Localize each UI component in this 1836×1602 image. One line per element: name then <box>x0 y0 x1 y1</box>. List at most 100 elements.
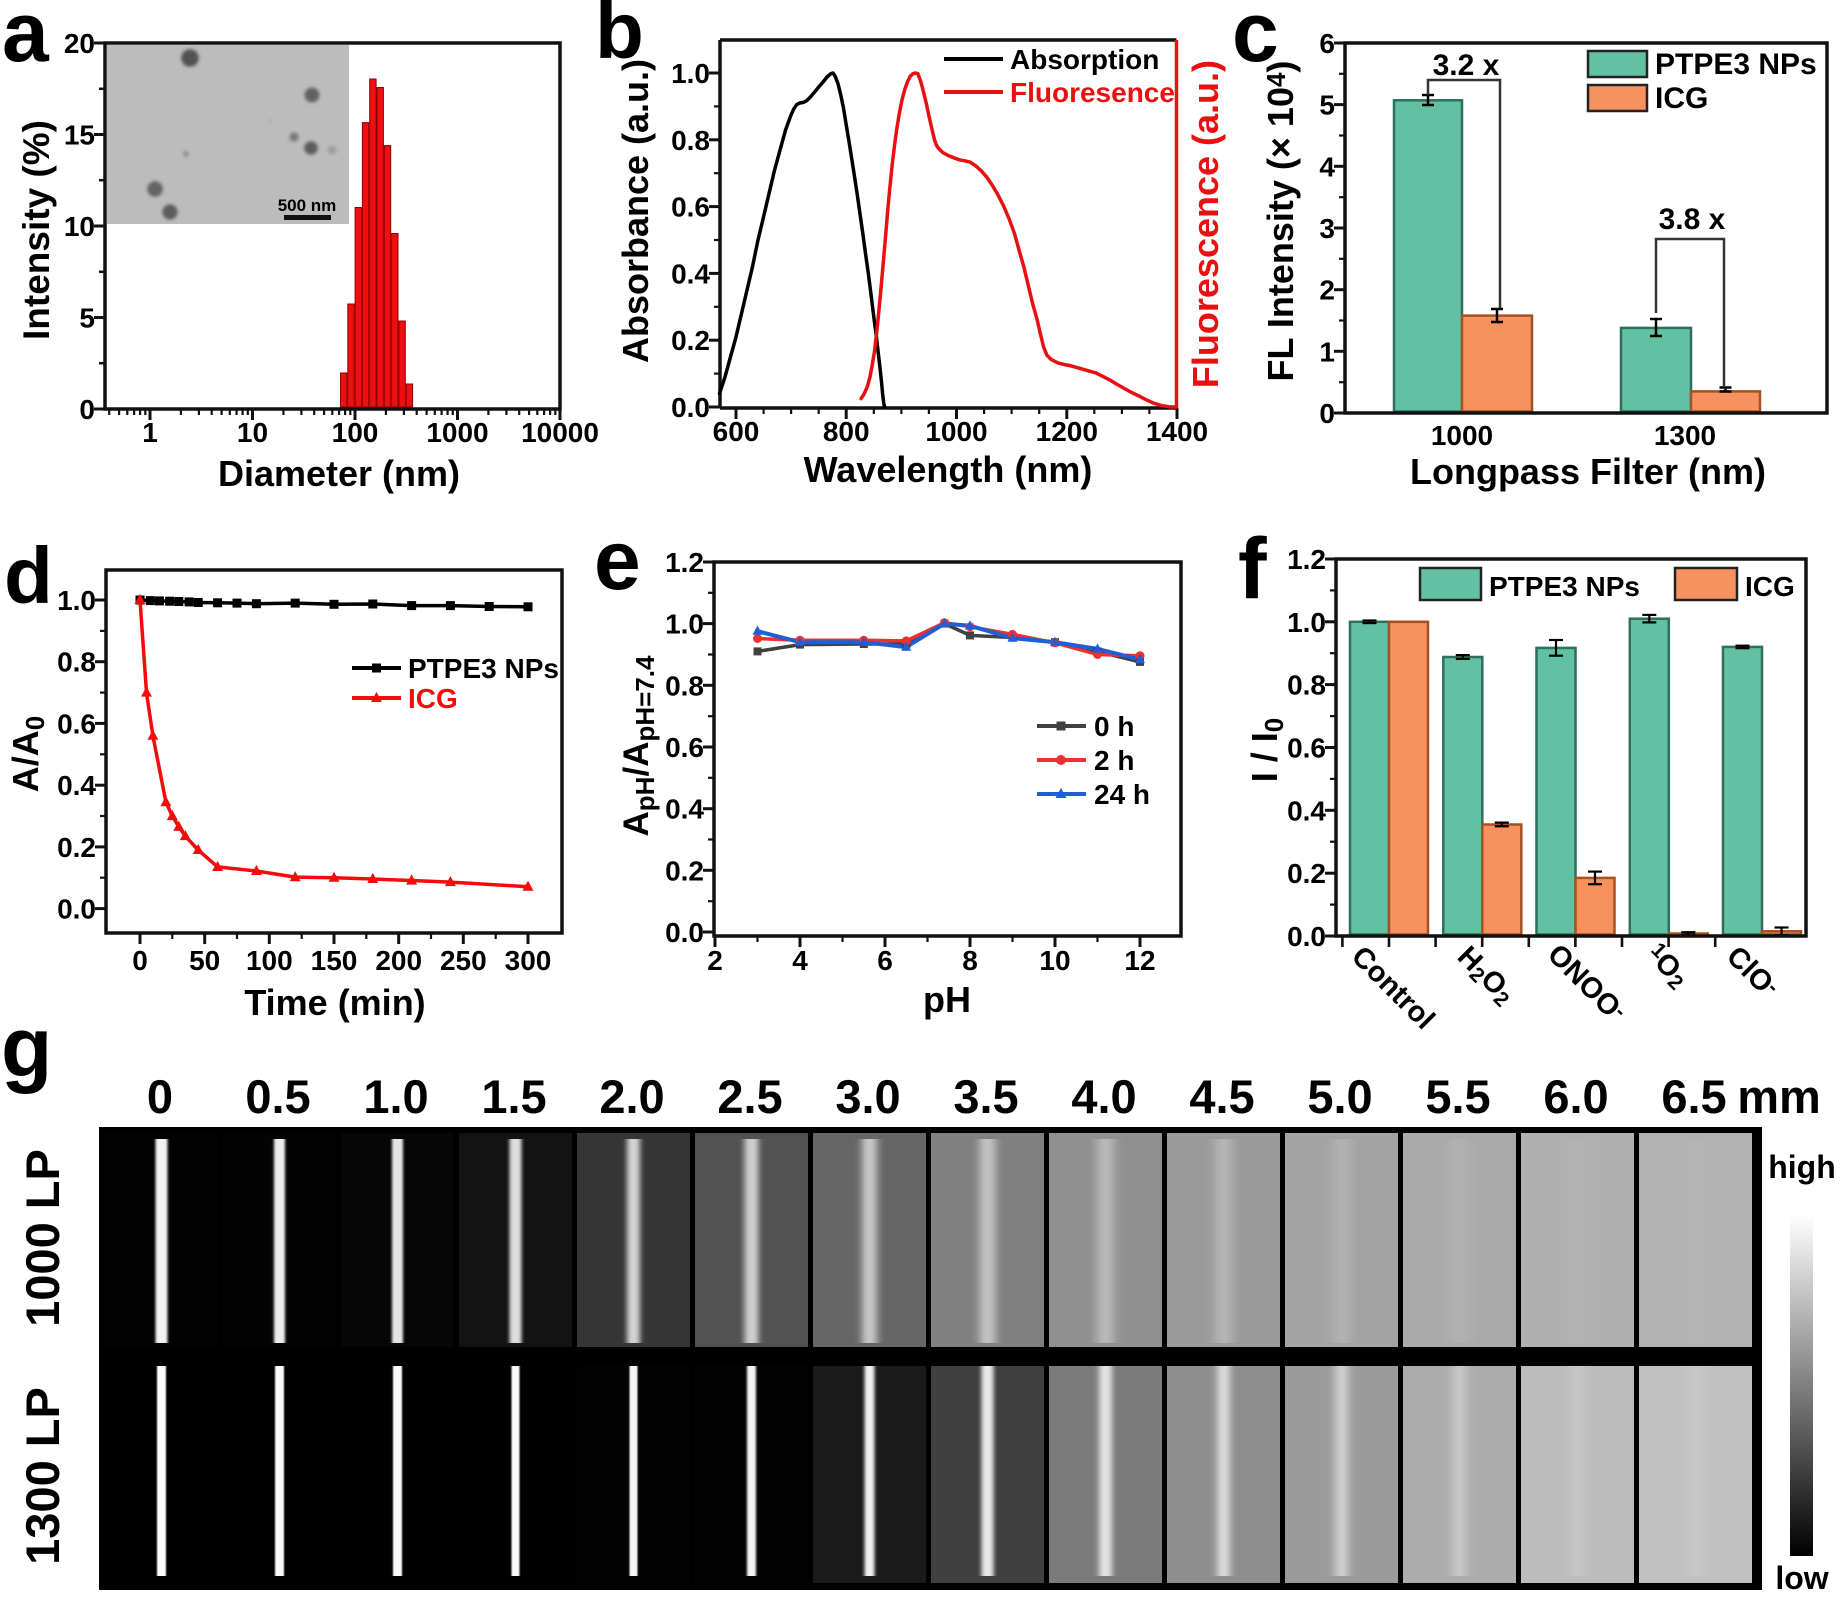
svg-text:200: 200 <box>375 945 422 976</box>
svg-text:1.0: 1.0 <box>671 58 710 89</box>
svg-text:d: d <box>4 531 53 620</box>
svg-text:g: g <box>1 1000 52 1094</box>
svg-text:2 h: 2 h <box>1094 745 1134 776</box>
svg-text:ICG: ICG <box>1655 82 1708 115</box>
svg-text:0.2: 0.2 <box>1287 858 1326 889</box>
svg-text:0.6: 0.6 <box>671 192 710 223</box>
svg-text:3.0: 3.0 <box>835 1070 900 1123</box>
svg-text:1000: 1000 <box>1431 420 1493 451</box>
svg-text:2.5: 2.5 <box>717 1070 782 1123</box>
svg-text:6: 6 <box>1319 28 1335 59</box>
svg-text:mm: mm <box>1737 1070 1821 1123</box>
svg-text:2: 2 <box>1319 275 1335 306</box>
svg-text:0.4: 0.4 <box>671 258 710 289</box>
svg-text:0: 0 <box>1319 398 1335 429</box>
svg-text:0.8: 0.8 <box>57 647 96 678</box>
svg-text:10: 10 <box>1039 945 1070 976</box>
svg-text:10: 10 <box>237 417 268 448</box>
svg-text:ICG: ICG <box>1745 571 1795 602</box>
svg-text:0.2: 0.2 <box>665 855 704 886</box>
svg-text:1.0: 1.0 <box>1287 607 1326 638</box>
svg-text:3.5: 3.5 <box>953 1070 1018 1123</box>
svg-text:0: 0 <box>147 1070 173 1123</box>
svg-text:Fluorescence (a.u.): Fluorescence (a.u.) <box>1185 60 1226 388</box>
svg-text:3: 3 <box>1319 213 1335 244</box>
svg-text:0.0: 0.0 <box>671 392 710 423</box>
svg-text:Time (min): Time (min) <box>244 982 425 1023</box>
svg-text:24 h: 24 h <box>1094 779 1150 810</box>
svg-text:f: f <box>1238 521 1267 617</box>
svg-text:Wavelength (nm): Wavelength (nm) <box>804 449 1093 490</box>
svg-text:1400: 1400 <box>1146 416 1208 447</box>
svg-text:5.5: 5.5 <box>1425 1070 1490 1123</box>
svg-text:0.2: 0.2 <box>671 325 710 356</box>
svg-text:250: 250 <box>440 945 487 976</box>
svg-text:0.8: 0.8 <box>671 125 710 156</box>
svg-text:1000: 1000 <box>925 416 987 447</box>
svg-text:1200: 1200 <box>1036 416 1098 447</box>
svg-text:8: 8 <box>962 945 978 976</box>
svg-text:0.0: 0.0 <box>665 917 704 948</box>
svg-text:6.5: 6.5 <box>1661 1070 1726 1123</box>
svg-text:Diameter (nm): Diameter (nm) <box>218 453 460 494</box>
svg-text:4.5: 4.5 <box>1189 1070 1254 1123</box>
svg-text:low: low <box>1775 1560 1828 1596</box>
svg-text:PTPE3 NPs: PTPE3 NPs <box>408 653 559 684</box>
svg-text:0 h: 0 h <box>1094 711 1134 742</box>
svg-text:Intensity (%): Intensity (%) <box>16 120 57 340</box>
svg-text:0.8: 0.8 <box>1287 670 1326 701</box>
svg-text:PTPE3 NPs: PTPE3 NPs <box>1655 48 1817 81</box>
svg-text:0.4: 0.4 <box>57 770 96 801</box>
svg-text:1300: 1300 <box>1654 420 1716 451</box>
svg-text:4: 4 <box>1319 151 1335 182</box>
svg-text:1.0: 1.0 <box>665 609 704 640</box>
svg-text:0: 0 <box>79 394 95 425</box>
svg-text:high: high <box>1768 1149 1836 1185</box>
svg-text:0.2: 0.2 <box>57 832 96 863</box>
svg-text:1000 LP: 1000 LP <box>16 1149 69 1327</box>
svg-text:b: b <box>595 0 644 75</box>
svg-text:3.8 x: 3.8 x <box>1659 203 1726 236</box>
svg-text:0.0: 0.0 <box>1287 921 1326 952</box>
svg-text:15: 15 <box>64 120 95 151</box>
svg-text:c: c <box>1232 0 1279 79</box>
svg-text:6.0: 6.0 <box>1543 1070 1608 1123</box>
svg-text:1.2: 1.2 <box>665 547 704 578</box>
svg-text:5: 5 <box>79 303 95 334</box>
svg-text:10000: 10000 <box>521 417 599 448</box>
svg-text:FL Intensity (× 104): FL Intensity (× 104) <box>1260 61 1301 382</box>
svg-text:Fluoresence: Fluoresence <box>1010 77 1175 108</box>
svg-text:600: 600 <box>713 416 760 447</box>
svg-text:pH: pH <box>923 979 971 1020</box>
svg-text:50: 50 <box>189 945 220 976</box>
svg-text:3.2 x: 3.2 x <box>1433 49 1500 82</box>
svg-text:e: e <box>594 513 641 607</box>
svg-text:4: 4 <box>792 945 808 976</box>
svg-text:6: 6 <box>877 945 893 976</box>
svg-text:5: 5 <box>1319 90 1335 121</box>
svg-text:2.0: 2.0 <box>599 1070 664 1123</box>
svg-text:20: 20 <box>64 28 95 59</box>
svg-text:1000: 1000 <box>426 417 488 448</box>
svg-text:1.2: 1.2 <box>1287 544 1326 575</box>
svg-text:100: 100 <box>246 945 293 976</box>
svg-text:0.0: 0.0 <box>57 894 96 925</box>
svg-text:100: 100 <box>332 417 379 448</box>
svg-text:0: 0 <box>132 945 148 976</box>
svg-text:4.0: 4.0 <box>1071 1070 1136 1123</box>
svg-text:800: 800 <box>823 416 870 447</box>
svg-text:Absorption: Absorption <box>1010 44 1159 75</box>
svg-text:10: 10 <box>64 211 95 242</box>
svg-text:PTPE3 NPs: PTPE3 NPs <box>1489 571 1640 602</box>
svg-text:0.8: 0.8 <box>665 670 704 701</box>
svg-text:500 nm: 500 nm <box>278 196 337 215</box>
svg-text:5.0: 5.0 <box>1307 1070 1372 1123</box>
svg-text:0.4: 0.4 <box>665 794 704 825</box>
svg-text:ICG: ICG <box>408 683 458 714</box>
svg-text:1.5: 1.5 <box>481 1070 546 1123</box>
svg-text:12: 12 <box>1124 945 1155 976</box>
svg-text:150: 150 <box>311 945 358 976</box>
svg-text:1.0: 1.0 <box>57 585 96 616</box>
svg-text:1300 LP: 1300 LP <box>16 1387 69 1565</box>
svg-text:0.6: 0.6 <box>665 732 704 763</box>
